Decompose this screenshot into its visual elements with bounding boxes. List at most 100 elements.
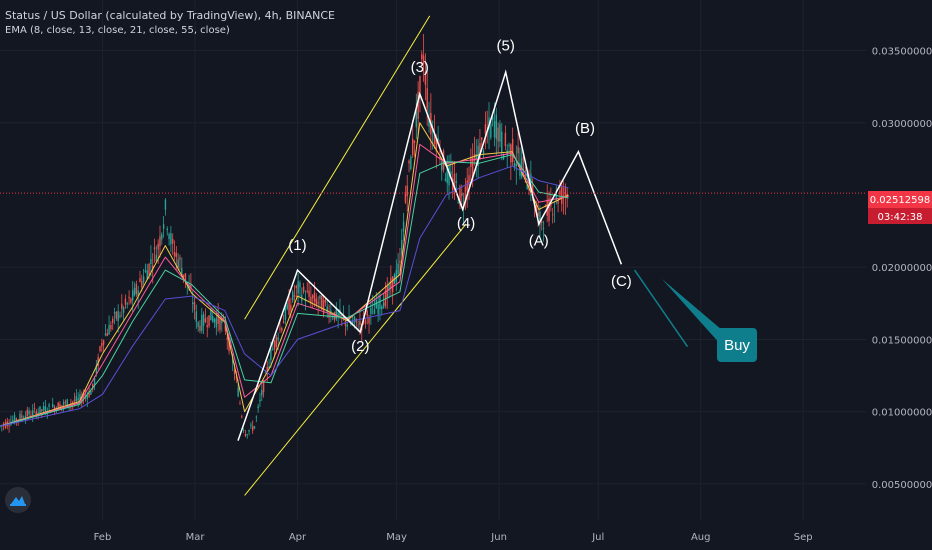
- wave-label: (B): [575, 120, 595, 137]
- buy-callout[interactable]: Buy: [662, 279, 757, 362]
- candle-body: [448, 165, 450, 186]
- channel-lower-line[interactable]: [244, 223, 467, 496]
- candle-body: [281, 327, 283, 331]
- candle-body: [308, 290, 310, 297]
- candle-body: [102, 340, 105, 345]
- candle-body: [557, 199, 559, 204]
- candle-body: [72, 401, 74, 403]
- candle-body: [86, 395, 88, 400]
- candle-body: [424, 71, 427, 85]
- x-tick-label: Aug: [691, 532, 711, 543]
- x-axis: Feb Mar Apr May Jun Jul Aug Sep: [94, 532, 813, 543]
- candle-body: [121, 303, 123, 309]
- candle-body: [337, 312, 339, 317]
- candle-body: [270, 349, 272, 360]
- candle-body: [150, 259, 152, 264]
- candle-body: [315, 298, 318, 306]
- candle-body: [470, 157, 472, 167]
- candle-body: [179, 257, 181, 260]
- candle-body: [282, 321, 285, 324]
- candle-body: [475, 154, 477, 160]
- candle-body: [168, 234, 170, 240]
- candle-body: [484, 124, 487, 134]
- candle-body: [62, 401, 65, 405]
- candle-body: [112, 318, 114, 323]
- wave-label: (C): [611, 273, 632, 290]
- candle-body: [195, 311, 198, 322]
- candle-body: [288, 299, 290, 315]
- candle-body: [255, 416, 258, 418]
- candle-body: [459, 186, 461, 206]
- candle-body: [421, 53, 423, 60]
- candle-body: [442, 150, 445, 170]
- target-line[interactable]: [633, 269, 689, 348]
- candle-body: [213, 318, 216, 323]
- candle-body: [417, 91, 419, 119]
- candle-body: [244, 434, 247, 437]
- wave-label: (5): [497, 38, 515, 55]
- x-tick-label: May: [386, 532, 407, 543]
- candle-body: [504, 132, 507, 147]
- candle-body: [297, 281, 299, 294]
- candle-body: [115, 311, 118, 319]
- elliott-wave[interactable]: [237, 69, 689, 441]
- candle-body: [210, 308, 212, 321]
- candle-body: [190, 285, 192, 289]
- candle-body: [530, 173, 532, 193]
- candle-body: [166, 228, 168, 231]
- candle-body: [162, 224, 165, 229]
- tradingview-logo[interactable]: [5, 487, 31, 513]
- candle-body: [399, 260, 401, 263]
- candle-body: [161, 234, 163, 240]
- channel-upper-line[interactable]: [244, 15, 431, 320]
- candle-body: [64, 401, 67, 403]
- candle-body: [499, 124, 501, 142]
- candle-body: [428, 119, 430, 127]
- countdown-box: [868, 208, 932, 224]
- candle-body: [33, 408, 36, 409]
- candle-body: [141, 281, 143, 288]
- y-tick-label: 0.01000000: [872, 408, 932, 419]
- candle-body: [341, 315, 343, 316]
- candle-body: [381, 306, 383, 310]
- candle-body: [202, 314, 205, 326]
- candle-body: [59, 404, 61, 410]
- candle-body: [182, 274, 185, 277]
- x-tick-label: Mar: [186, 532, 206, 543]
- candle-body: [228, 337, 230, 352]
- candle-body: [250, 424, 252, 426]
- candle-body: [473, 153, 476, 161]
- candle-body: [517, 146, 519, 154]
- candle-body: [73, 399, 76, 402]
- candle-body: [170, 233, 172, 245]
- candle-body: [197, 322, 199, 327]
- wave-path[interactable]: [237, 69, 623, 441]
- candle-body: [148, 264, 150, 275]
- candle-body: [84, 395, 87, 397]
- candle-body: [362, 315, 365, 317]
- candle-body: [391, 276, 394, 293]
- x-tick-label: Apr: [289, 532, 307, 543]
- candle-body: [422, 55, 425, 65]
- candle-body: [226, 337, 228, 340]
- candle-body: [215, 318, 218, 328]
- candle-body: [122, 307, 125, 313]
- candle-body: [562, 195, 565, 197]
- trend-channel[interactable]: [244, 15, 467, 496]
- candle-body: [66, 399, 68, 408]
- candle-body: [333, 311, 336, 320]
- indicator-legend[interactable]: EMA (8, close, 13, close, 21, close, 55,…: [5, 25, 230, 36]
- candle-body: [513, 163, 516, 168]
- candle-body: [184, 273, 187, 282]
- candle-body: [364, 320, 367, 324]
- candle-body: [526, 184, 528, 190]
- candle-body: [482, 150, 485, 154]
- candle-body: [106, 333, 108, 336]
- candle-body: [95, 365, 98, 374]
- candle-body: [355, 318, 358, 323]
- candle-body: [404, 192, 407, 203]
- candle-body: [268, 366, 270, 369]
- candle-body: [319, 295, 321, 299]
- candle-body: [542, 228, 545, 229]
